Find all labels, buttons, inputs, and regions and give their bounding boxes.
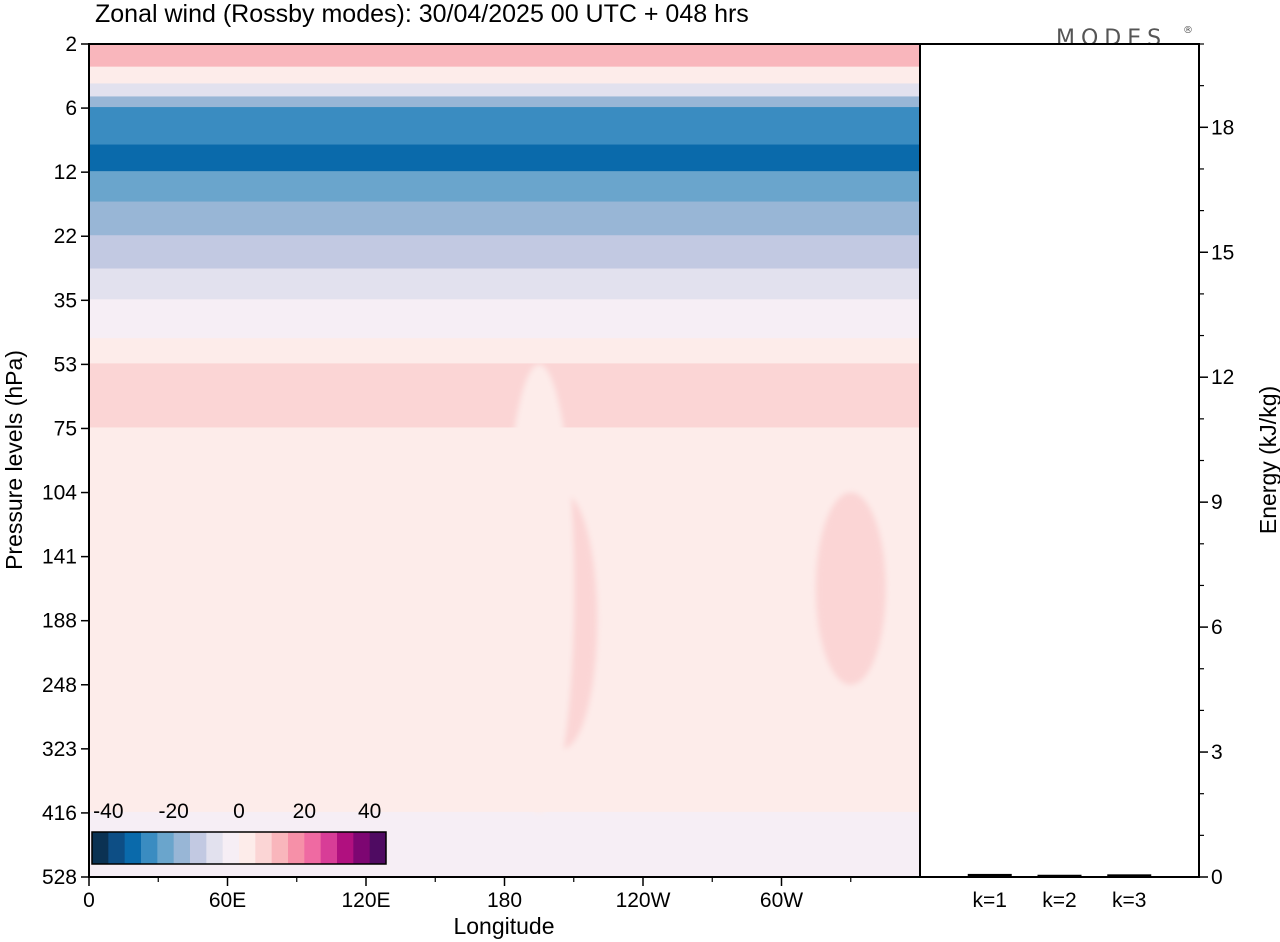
energy-axis: 0 3 6 9 12 15 18 (1199, 43, 1234, 889)
colorbar-swatch (239, 832, 256, 864)
colorbar-tick-label: 20 (293, 800, 316, 823)
x-tick-label: 60E (209, 889, 246, 912)
colorbar-swatch (288, 832, 305, 864)
colorbar-swatch (304, 832, 322, 864)
colorbar-swatch (108, 832, 126, 864)
colorbar-swatch (320, 832, 338, 864)
y-tick-label: 2 (65, 33, 77, 56)
wind-band (89, 363, 920, 430)
colorbar-swatch (353, 832, 371, 864)
y-tick-label: 141 (42, 546, 77, 569)
colorbar-swatch (369, 832, 387, 864)
x-tick-label: 120W (616, 889, 671, 912)
colorbar-tick-label: -40 (93, 800, 123, 823)
wind-band (89, 171, 920, 204)
colorbar-swatch (222, 832, 240, 864)
energy-panel-frame (919, 43, 1200, 878)
energy-bar (967, 873, 1012, 877)
energy-axis-label: Energy (kJ/kg) (1255, 386, 1280, 534)
y-tick-label: 53 (54, 353, 77, 376)
x-tick-label: 120E (341, 889, 390, 912)
y-tick-label: 22 (54, 225, 77, 248)
wind-band (89, 66, 920, 86)
energy-bar (1107, 874, 1152, 877)
wind-features (504, 364, 886, 813)
y-tick-label: 75 (54, 417, 77, 440)
pressure-axis: 2 6 12 22 35 53 75 104 141 188 248 323 416 528 (42, 33, 89, 889)
x-tick-label: 60W (760, 889, 803, 912)
energy-bars: k=1 k=2 k=3 (967, 873, 1152, 912)
wind-band (89, 427, 920, 558)
wind-band (89, 683, 920, 814)
y-tick-label: 248 (42, 674, 77, 697)
colorbar-swatch (255, 832, 273, 864)
x-tick-label: 0 (83, 889, 95, 912)
wind-bands (89, 44, 920, 877)
colorbar-swatch (206, 832, 224, 864)
colorbar-swatch (173, 832, 191, 864)
energy-category-label: k=2 (1042, 889, 1076, 912)
colorbar: -40 -20 0 20 40 (91, 800, 387, 865)
colorbar-swatch (157, 832, 175, 864)
y-tick-label: 323 (42, 738, 77, 761)
energy-tick-label: 18 (1211, 116, 1234, 139)
y-axis-label: Pressure levels (hPa) (1, 350, 27, 570)
wind-band (89, 44, 920, 69)
wind-band (89, 338, 920, 366)
y-tick-label: 35 (54, 289, 77, 312)
energy-tick-label: 15 (1211, 241, 1234, 264)
wind-band (89, 235, 920, 271)
energy-category-label: k=3 (1112, 889, 1146, 912)
energy-bar (1037, 874, 1082, 877)
wind-band (89, 201, 920, 238)
colorbar-swatch (124, 832, 142, 864)
zonal-wind-heatmap (89, 44, 920, 877)
colorbar-swatch (271, 832, 289, 864)
wind-feature (504, 364, 575, 813)
energy-tick-label: 0 (1211, 866, 1223, 889)
y-tick-label: 6 (65, 97, 77, 120)
x-tick-label: 180 (487, 889, 522, 912)
wind-feature (815, 492, 886, 685)
colorbar-frame (91, 831, 387, 865)
colorbar-swatch (190, 832, 207, 864)
wind-band (89, 107, 920, 147)
y-tick-label: 416 (42, 802, 77, 825)
energy-tick-label: 9 (1211, 491, 1223, 514)
x-axis-label: Longitude (453, 913, 554, 939)
energy-tick-label: 6 (1211, 616, 1223, 639)
wind-band (89, 268, 920, 302)
y-tick-label: 104 (42, 482, 77, 505)
wind-band (89, 96, 920, 110)
colorbar-swatch (337, 832, 354, 864)
y-tick-label: 188 (42, 610, 77, 633)
energy-tick-label: 12 (1211, 366, 1234, 389)
chart-title: Zonal wind (Rossby modes): 30/04/2025 00… (95, 0, 749, 28)
y-tick-label: 528 (42, 866, 77, 889)
colorbar-tick-label: 40 (358, 800, 381, 823)
longitude-axis: 0 60E 120E 180 120W 60W (83, 877, 852, 912)
y-tick-label: 12 (54, 161, 77, 184)
colorbar-tick-label: 0 (233, 800, 245, 823)
colorbar-swatch (141, 832, 158, 864)
energy-tick-label: 3 (1211, 741, 1223, 764)
wind-band (89, 299, 920, 341)
wind-band (89, 144, 920, 174)
colorbar-tick-label: -20 (158, 800, 188, 823)
wind-band (89, 83, 920, 99)
energy-category-label: k=1 (973, 889, 1007, 912)
colorbar-swatch (92, 832, 109, 864)
brand-mark: ® (1183, 25, 1193, 36)
